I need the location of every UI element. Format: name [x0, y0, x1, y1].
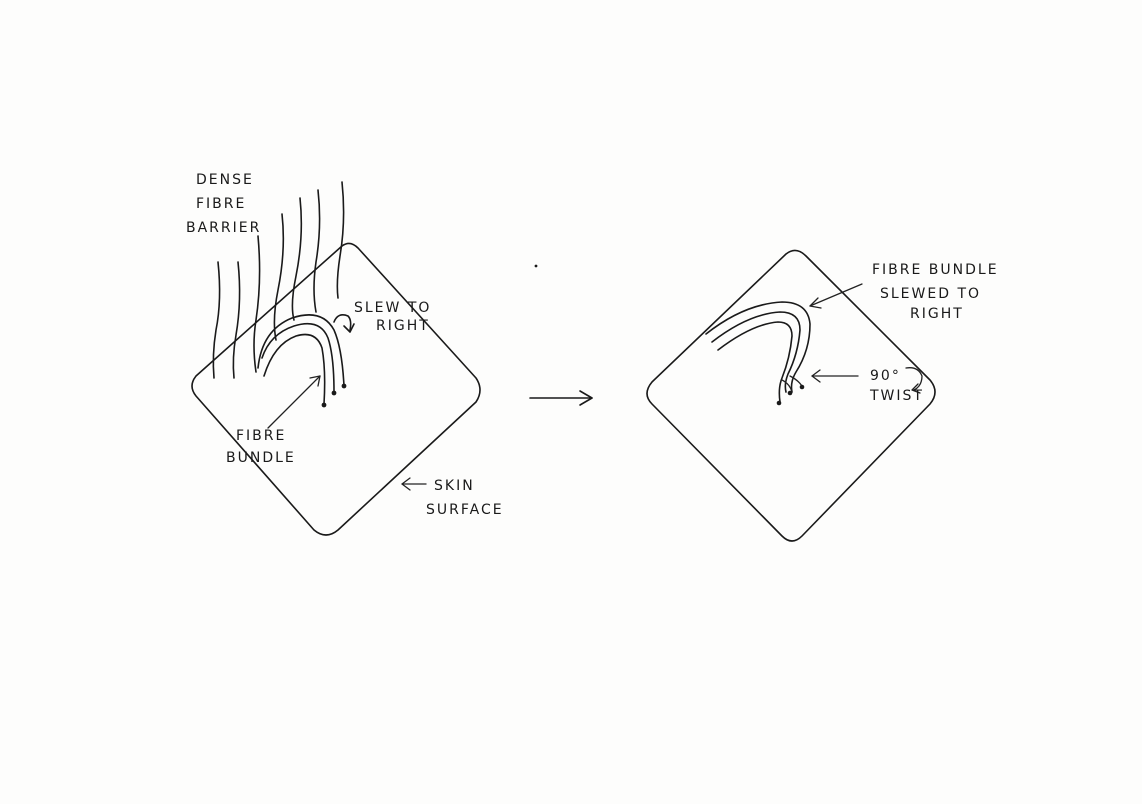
label-twist: TWIST: [869, 388, 924, 404]
twist-curved-arrow: [905, 367, 923, 394]
label-fibre-bundle-2: BUNDLE: [226, 450, 296, 466]
right-skin-surface: [646, 249, 936, 542]
label-surface: SURFACE: [426, 502, 504, 518]
label-slew-to: SLEW TO: [354, 300, 431, 316]
label-skin: SKIN: [434, 478, 475, 494]
right-fibre-bundle-pointer-arrow: [809, 283, 863, 309]
label-slewed-to: SLEWED TO: [880, 286, 981, 302]
right-panel: FIBRE BUNDLE SLEWED TO RIGHT 90° TWIST: [646, 249, 999, 542]
label-fibre-bundle-1: FIBRE: [236, 428, 286, 444]
left-panel: DENSE FIBRE BARRIER SLEW TO RIGHT FIBRE …: [186, 172, 504, 536]
left-fibre-bundle-pointer-arrow: [267, 375, 321, 429]
label-right: RIGHT: [910, 306, 964, 322]
label-90-degrees: 90°: [870, 368, 901, 384]
label-barrier: BARRIER: [186, 220, 261, 236]
label-dense: DENSE: [196, 172, 254, 188]
stray-mark: [534, 264, 538, 268]
left-skin-surface: [191, 242, 481, 536]
label-slew-right: RIGHT: [376, 318, 430, 334]
label-fibre-bundle-right: FIBRE BUNDLE: [872, 262, 999, 278]
label-fibre: FIBRE: [196, 196, 246, 212]
dense-fibre-barrier: [212, 181, 345, 379]
slew-curved-arrow: [333, 314, 355, 333]
skin-surface-pointer-arrow: [401, 477, 427, 491]
left-fibre-bundle: [257, 314, 347, 408]
right-fibre-bundle: [705, 301, 811, 406]
transition-arrow: [529, 390, 593, 406]
twist-pointer-arrow: [811, 369, 859, 383]
